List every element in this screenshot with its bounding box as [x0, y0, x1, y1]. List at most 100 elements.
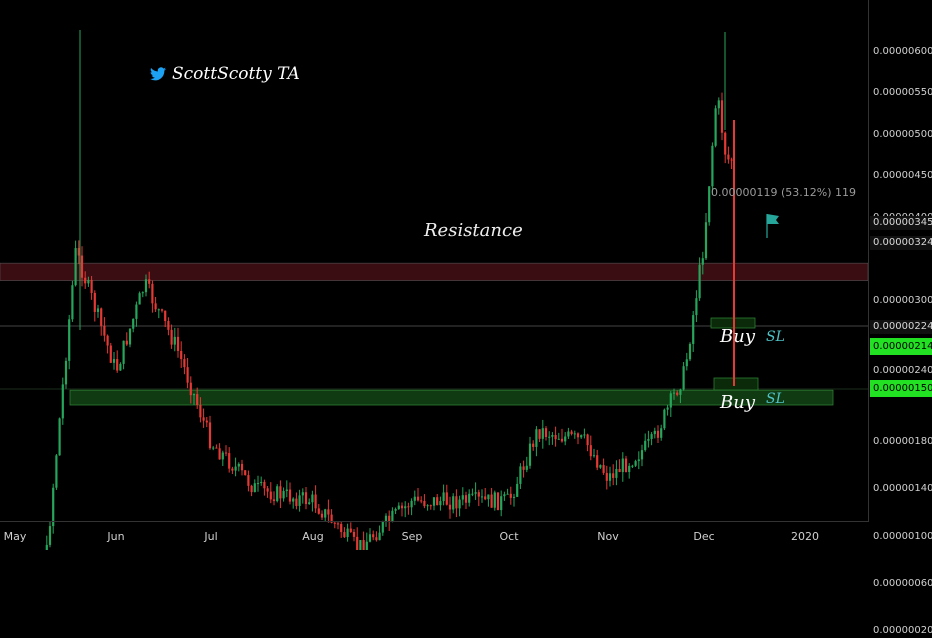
candle-body — [596, 455, 599, 468]
candle-body — [109, 345, 112, 363]
sl-label-lower: SL — [766, 391, 785, 407]
candle-body — [615, 469, 618, 478]
candle-body — [96, 308, 100, 312]
candle-body — [119, 363, 122, 371]
candle-body — [343, 532, 346, 538]
candle-body — [205, 420, 208, 423]
price-axis-border — [868, 0, 869, 522]
candle-body — [688, 343, 692, 360]
candle-body — [362, 540, 365, 550]
candle-body — [698, 264, 701, 299]
candle-body — [583, 434, 586, 436]
candle-body — [240, 463, 244, 471]
candle-body — [218, 448, 221, 460]
candle-body — [477, 492, 480, 497]
candle-body — [586, 434, 589, 446]
candle-body — [154, 303, 157, 310]
candle-body — [45, 544, 48, 550]
candle-body — [55, 455, 58, 488]
candle-body — [148, 279, 151, 284]
candle-body — [525, 465, 528, 470]
candle-body — [77, 248, 80, 256]
candle-body — [253, 483, 256, 493]
candle-body — [676, 392, 679, 395]
candle-body — [234, 466, 237, 471]
candle-body — [282, 491, 285, 499]
candle-body — [567, 431, 570, 437]
candle-body — [144, 279, 148, 293]
candle-body — [644, 440, 647, 451]
candle-body — [532, 443, 535, 447]
candle-body — [138, 293, 141, 305]
candle-body — [528, 443, 532, 466]
candle-body — [672, 392, 676, 394]
candle-body — [628, 465, 631, 472]
candle-body — [314, 494, 317, 509]
candle-body — [74, 248, 77, 286]
candle-body — [84, 277, 87, 284]
candle-body — [266, 488, 269, 492]
candle-body — [653, 430, 656, 435]
candle-body — [61, 384, 64, 419]
candle-body — [247, 475, 250, 486]
candle-body — [272, 499, 276, 502]
candle-body — [416, 496, 420, 501]
candle-body — [730, 159, 733, 161]
candle-body — [656, 430, 660, 438]
candle-body — [442, 492, 445, 502]
candle-body — [708, 186, 711, 223]
candle-body — [538, 429, 541, 439]
candle-body — [173, 336, 176, 345]
candle-body — [464, 495, 468, 503]
candle-body — [599, 465, 602, 468]
candle-body — [519, 466, 522, 484]
support-zone — [69, 389, 834, 406]
candle-body — [125, 340, 128, 345]
candle-body — [212, 447, 215, 449]
candle-body — [279, 486, 282, 499]
candle-body — [436, 497, 439, 506]
candle-body — [215, 447, 218, 449]
candle-body — [413, 496, 416, 501]
candle-body — [346, 528, 349, 538]
candle-body — [592, 455, 596, 457]
candle-body — [330, 514, 333, 523]
candle-body — [192, 394, 196, 396]
candle-body — [701, 258, 704, 265]
candle-body — [576, 433, 580, 438]
candle-body — [474, 492, 477, 494]
price-tick-label: 0.00000140 — [873, 483, 932, 495]
candle-body — [221, 452, 224, 460]
candle-body — [410, 500, 413, 508]
candle-body — [634, 461, 637, 466]
candle-body — [320, 513, 324, 518]
price-chart[interactable] — [0, 0, 932, 550]
candle-body — [58, 418, 61, 456]
buy-label-upper: Buy — [720, 326, 755, 347]
time-tick-label: Nov — [597, 530, 619, 543]
time-tick-label: Jun — [107, 530, 125, 543]
candle-body — [679, 389, 682, 395]
candle-body — [404, 506, 407, 509]
candle-body — [560, 438, 564, 442]
candle-body — [682, 366, 685, 390]
candle-body — [640, 450, 644, 460]
resistance-bottom-price-label: 0.00000324 — [870, 236, 932, 250]
candle-body — [551, 434, 554, 437]
flag-icon — [767, 214, 779, 224]
candle-body — [423, 501, 426, 507]
candle-body — [106, 335, 109, 346]
time-tick-label: Dec — [693, 530, 715, 543]
candle-body — [260, 481, 263, 484]
candle-body — [692, 315, 695, 344]
time-axis-border — [0, 521, 868, 522]
candle-body — [717, 100, 720, 109]
candle-body — [372, 534, 375, 538]
candle-body — [208, 422, 212, 449]
candle-body — [263, 481, 266, 489]
candle-body — [503, 494, 506, 497]
candle-body — [103, 325, 106, 336]
candle-body — [663, 409, 666, 429]
candle-body — [631, 465, 634, 467]
candle-body — [199, 404, 202, 418]
